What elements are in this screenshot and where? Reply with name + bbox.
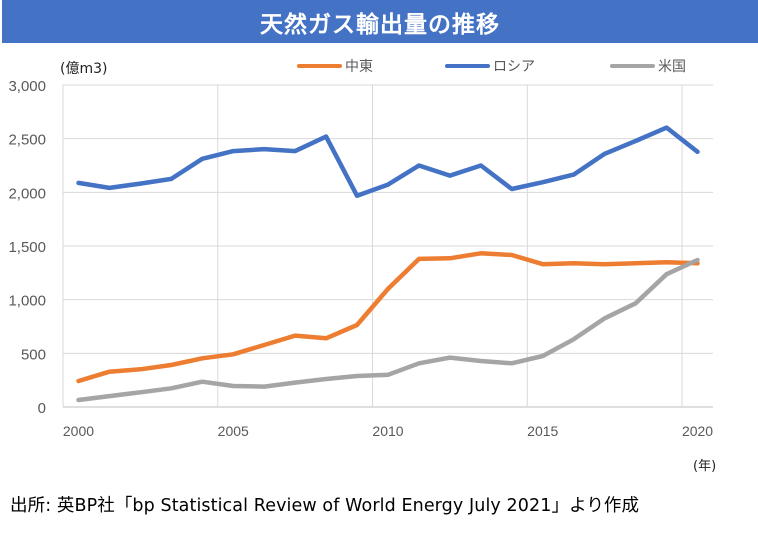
- chart-title-bar: 天然ガス輸出量の推移: [2, 0, 758, 43]
- legend-item-russia: ロシア: [445, 56, 535, 76]
- x-tick-label: 2015: [527, 423, 558, 439]
- legend-label-usa: 米国: [658, 59, 686, 75]
- series-line-russia: [76, 125, 700, 198]
- legend-swatch-middle-east: [297, 64, 342, 68]
- legend-swatch-russia: [445, 64, 490, 68]
- y-tick-label: 2,500: [8, 132, 46, 149]
- series-line-usa: [76, 257, 700, 403]
- y-tick-label: 3,000: [8, 78, 46, 95]
- x-tick-label: 2020: [682, 423, 713, 439]
- y-tick-label: 1,000: [8, 293, 46, 310]
- x-tick-label: 2010: [372, 423, 403, 439]
- y-tick-label: 500: [21, 346, 46, 363]
- y-tick-label: 2,000: [8, 185, 46, 202]
- grid-lines: [62, 84, 713, 408]
- y-tick-label: 1,500: [8, 239, 46, 256]
- x-axis-ticks: 2000 2005 2010 2015 2020: [63, 423, 713, 439]
- legend-item-middle-east: 中東: [297, 56, 373, 76]
- chart-title: 天然ガス輸出量の推移: [260, 11, 500, 38]
- y-axis-unit-label: (億m3): [60, 61, 108, 77]
- source-footnote: 出所: 英BP社「bp Statistical Review of World …: [10, 496, 640, 516]
- legend-item-usa: 米国: [610, 56, 686, 76]
- x-axis-unit-label: (年): [693, 459, 717, 474]
- series-line-middle-east: [76, 251, 700, 384]
- legend-label-middle-east: 中東: [345, 59, 373, 75]
- legend-swatch-usa: [610, 64, 655, 68]
- x-tick-label: 2000: [63, 423, 94, 439]
- legend-label-russia: ロシア: [493, 59, 535, 75]
- y-tick-label: 0: [38, 400, 46, 417]
- series-lines: [76, 125, 700, 403]
- y-axis-ticks: 0 500 1,000 1,500 2,000 2,500 3,000: [8, 78, 46, 417]
- x-tick-label: 2005: [218, 423, 249, 439]
